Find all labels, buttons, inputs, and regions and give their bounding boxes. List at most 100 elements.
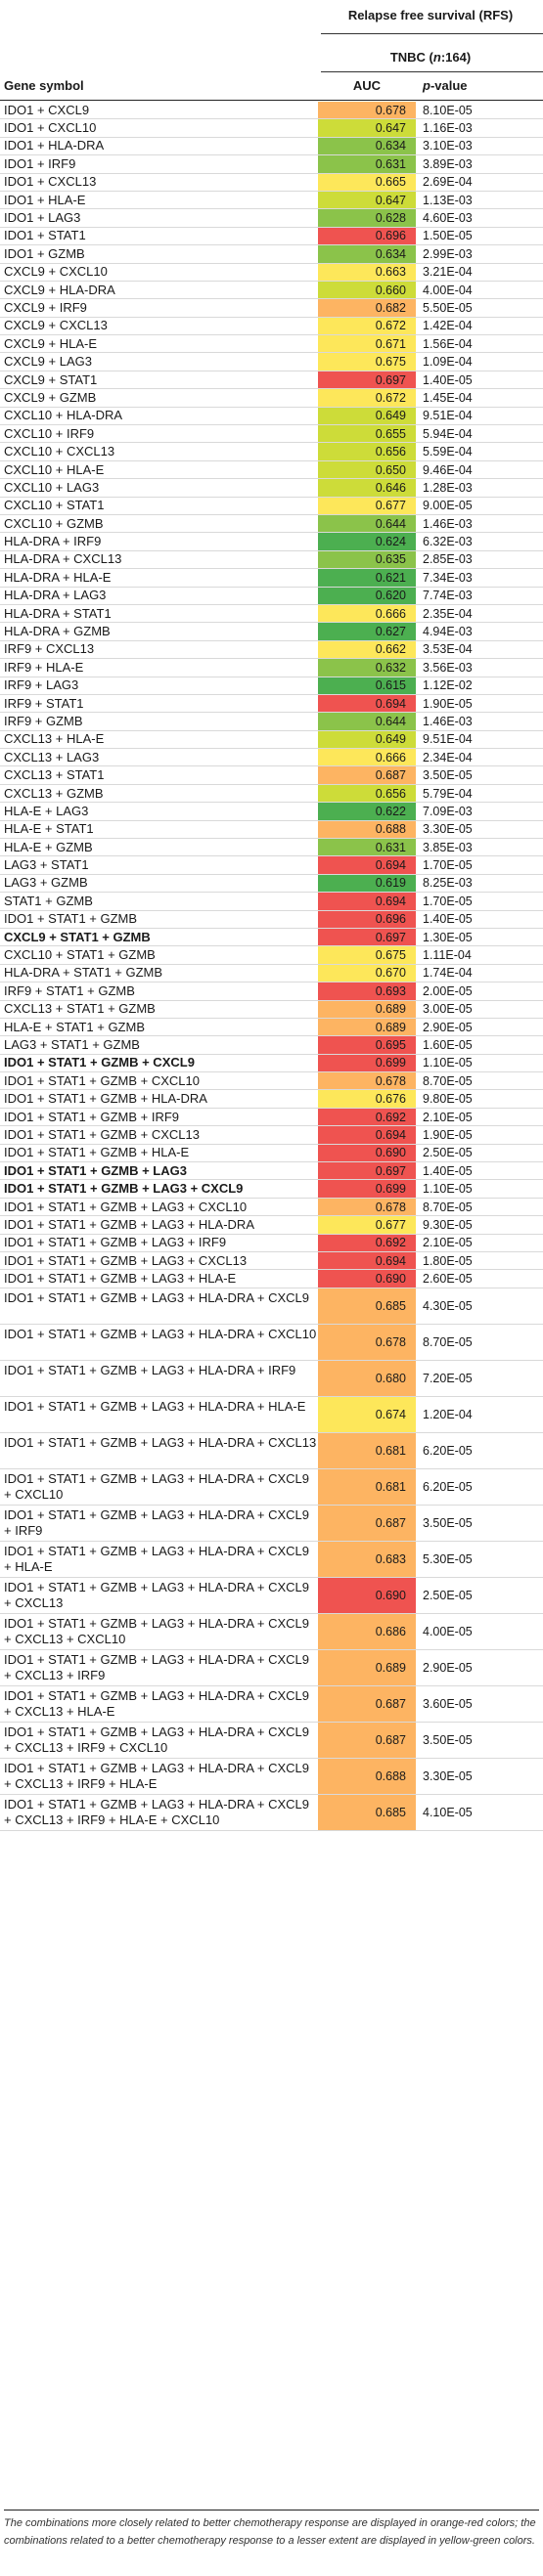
table-row: IDO1 + STAT1 + GZMB + LAG3 + HLA-DRA 0.67… — [0, 1216, 543, 1235]
auc-value: 0.681 — [375, 1443, 406, 1458]
p-value-cell: 2.10E-05 — [423, 1110, 473, 1124]
auc-value: 0.649 — [375, 409, 406, 423]
auc-cell: 0.687 — [318, 766, 416, 784]
auc-cell: 0.647 — [318, 191, 416, 209]
gene-symbol-cell: IDO1 + STAT1 — [4, 228, 86, 243]
table-row: IDO1 + STAT1 + GZMB + CXCL13 0.694 1.90E-0… — [0, 1126, 543, 1145]
gene-symbol-cell: CXCL13 + GZMB — [4, 785, 104, 801]
auc-value: 0.655 — [375, 426, 406, 441]
auc-value: 0.656 — [375, 445, 406, 459]
gene-symbol-cell: CXCL13 + HLA-E — [4, 731, 105, 747]
gene-symbol-cell: IDO1 + STAT1 + GZMB + LAG3 + HLA-DRA + C… — [4, 1651, 309, 1683]
auc-cell: 0.697 — [318, 371, 416, 389]
p-value-cell: 7.09E-03 — [423, 804, 473, 818]
auc-value: 0.644 — [375, 516, 406, 531]
auc-value: 0.680 — [375, 1371, 406, 1385]
p-value-cell: 4.60E-03 — [423, 211, 473, 226]
gene-symbol-cell: IRF9 + CXCL13 — [4, 641, 95, 657]
table-row: IDO1 + STAT1 + GZMB + LAG3 + HLA-DRA + C… — [0, 1541, 543, 1578]
auc-value: 0.621 — [375, 570, 406, 585]
cohort-label: TNBC (n:164) — [318, 50, 543, 65]
auc-value: 0.619 — [375, 876, 406, 891]
auc-value: 0.689 — [375, 1020, 406, 1034]
table-row: IDO1 + STAT1 + GZMB + LAG3 + IRF9 0.692 2.… — [0, 1234, 543, 1252]
auc-cell: 0.677 — [318, 497, 416, 514]
auc-value: 0.685 — [375, 1805, 406, 1819]
p-value-cell: 7.74E-03 — [423, 589, 473, 603]
gene-symbol-cell: IDO1 + STAT1 + GZMB + LAG3 + HLA-DRA + C… — [4, 1289, 309, 1305]
auc-value: 0.682 — [375, 300, 406, 315]
gene-symbol-cell: HLA-DRA + GZMB — [4, 623, 111, 638]
p-value-cell: 1.20E-04 — [423, 1407, 473, 1421]
gene-symbol-cell: IDO1 + STAT1 + GZMB + LAG3 + HLA-DRA + I… — [4, 1362, 296, 1377]
table-row: HLA-DRA + STAT1 + GZMB 0.670 1.74E-04 — [0, 964, 543, 983]
gene-symbol-cell: IDO1 + STAT1 + GZMB + LAG3 + HLA-DRA + C… — [4, 1760, 309, 1792]
gene-symbol-cell: IDO1 + STAT1 + GZMB + LAG3 + HLA-E — [4, 1270, 237, 1286]
gene-symbol-cell: IRF9 + STAT1 + GZMB — [4, 982, 135, 998]
p-value-cell: 9.51E-04 — [423, 409, 473, 423]
gene-symbol-cell: IRF9 + HLA-E — [4, 659, 84, 675]
table-row: IDO1 + STAT1 + GZMB + LAG3 + HLA-DRA + C… — [0, 1613, 543, 1650]
auc-value: 0.696 — [375, 229, 406, 243]
gene-symbol-cell: IDO1 + CXCL13 — [4, 174, 97, 189]
p-value-cell: 1.10E-05 — [423, 1056, 473, 1070]
auc-value: 0.632 — [375, 660, 406, 675]
p-value-cell: 8.25E-03 — [423, 876, 473, 891]
auc-value: 0.647 — [375, 121, 406, 136]
gene-symbol-cell: CXCL10 + STAT1 + GZMB — [4, 946, 156, 962]
auc-cell: 0.649 — [318, 730, 416, 749]
gene-symbol-cell: IDO1 + STAT1 + GZMB — [4, 911, 138, 927]
auc-cell: 0.681 — [318, 1468, 416, 1505]
auc-cell: 0.662 — [318, 640, 416, 659]
auc-cell: 0.687 — [318, 1505, 416, 1541]
table-row: HLA-E + GZMB 0.631 3.85E-03 — [0, 839, 543, 857]
table-row: CXCL9 + CXCL13 0.672 1.42E-04 — [0, 317, 543, 336]
auc-value: 0.694 — [375, 894, 406, 908]
col-gene-symbol: Gene symbol — [4, 78, 84, 93]
gene-symbol-cell: HLA-DRA + IRF9 — [4, 533, 102, 548]
p-value-cell: 1.42E-04 — [423, 319, 473, 333]
gene-symbol-cell: CXCL13 + STAT1 — [4, 766, 105, 782]
p-value-cell: 5.30E-05 — [423, 1551, 473, 1566]
auc-cell: 0.671 — [318, 335, 416, 353]
auc-cell: 0.678 — [318, 1198, 416, 1216]
auc-cell: 0.621 — [318, 569, 416, 587]
gene-symbol-cell: IDO1 + STAT1 + GZMB + LAG3 + CXCL10 — [4, 1199, 248, 1214]
auc-cell: 0.615 — [318, 677, 416, 694]
auc-cell: 0.675 — [318, 353, 416, 371]
auc-value: 0.676 — [375, 1092, 406, 1107]
table-row: CXCL13 + STAT1 0.687 3.50E-05 — [0, 766, 543, 785]
gene-symbol-cell: IDO1 + STAT1 + GZMB + LAG3 + HLA-DRA + C… — [4, 1506, 309, 1539]
table-row: IDO1 + GZMB 0.634 2.99E-03 — [0, 245, 543, 264]
table-row: CXCL9 + CXCL10 0.663 3.21E-04 — [0, 263, 543, 282]
table-row: IDO1 + CXCL9 0.678 8.10E-05 — [0, 102, 543, 120]
auc-value: 0.689 — [375, 1660, 406, 1675]
gene-symbol-cell: HLA-DRA + LAG3 — [4, 587, 107, 602]
p-value-cell: 2.90E-05 — [423, 1020, 473, 1034]
auc-value: 0.615 — [375, 678, 406, 693]
table-row: IDO1 + CXCL13 0.665 2.69E-04 — [0, 173, 543, 192]
auc-value: 0.665 — [375, 175, 406, 190]
table-row: IDO1 + STAT1 + GZMB + LAG3 0.697 1.40E-05 — [0, 1162, 543, 1181]
gene-symbol-cell: IDO1 + STAT1 + GZMB + HLA-DRA — [4, 1090, 207, 1106]
p-value-cell: 3.10E-03 — [423, 139, 473, 153]
p-value-cell: 3.30E-05 — [423, 1768, 473, 1783]
p-value-cell: 1.46E-03 — [423, 714, 473, 728]
auc-value: 0.674 — [375, 1407, 406, 1421]
auc-value: 0.622 — [375, 804, 406, 818]
p-value-cell: 6.20E-05 — [423, 1443, 473, 1458]
auc-value: 0.687 — [375, 1515, 406, 1530]
gene-symbol-cell: CXCL9 + CXCL13 — [4, 318, 108, 333]
auc-value: 0.681 — [375, 1479, 406, 1494]
auc-cell: 0.666 — [318, 604, 416, 623]
auc-value: 0.677 — [375, 499, 406, 513]
auc-cell: 0.681 — [318, 1432, 416, 1468]
auc-value: 0.647 — [375, 193, 406, 207]
p-value-cell: 3.50E-05 — [423, 1732, 473, 1747]
auc-value: 0.695 — [375, 1038, 406, 1052]
table-row: HLA-DRA + IRF9 0.624 6.32E-03 — [0, 533, 543, 551]
cohort-prefix: TNBC ( — [389, 50, 433, 65]
auc-value: 0.628 — [375, 211, 406, 226]
table-row: CXCL10 + CXCL13 0.656 5.59E-04 — [0, 443, 543, 461]
header-cohort: TNBC (n:164) — [0, 43, 543, 72]
